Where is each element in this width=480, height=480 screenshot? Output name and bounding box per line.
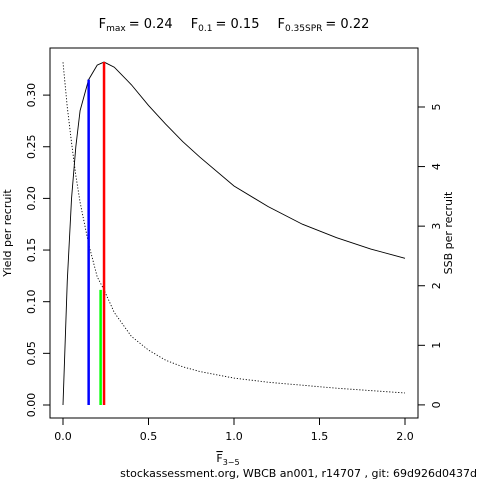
title-subscript: max xyxy=(106,24,126,34)
y2-tick-label: 4 xyxy=(430,163,443,170)
y-tick-label: 0.05 xyxy=(25,341,38,366)
series-line xyxy=(62,61,406,406)
y2-tick-label: 5 xyxy=(430,103,443,110)
y-axis-label: Yield per recruit xyxy=(1,189,14,278)
y-tick-label: 0.25 xyxy=(25,134,38,159)
x-axis-label-main: F xyxy=(216,452,222,465)
title-value: = 0.15 xyxy=(216,17,260,32)
x-tick-label: 0.0 xyxy=(54,430,72,443)
y-tick-label: 0.30 xyxy=(25,83,38,108)
x-tick-label: 2.0 xyxy=(396,430,414,443)
title-subscript: 0.1 xyxy=(198,24,212,34)
x-axis-label-subscript: 3−5 xyxy=(223,458,240,467)
title-value: = 0.22 xyxy=(325,17,369,32)
title-symbol: F xyxy=(277,17,284,32)
x-tick-label: 0.5 xyxy=(140,430,158,443)
y-tick-label: 0.10 xyxy=(25,289,38,314)
y-tick-label: 0.00 xyxy=(25,393,38,418)
y2-tick-label: 1 xyxy=(430,342,443,349)
title-subscript: 0.35SPR xyxy=(285,24,322,34)
title-value: = 0.24 xyxy=(129,17,173,32)
y2-tick-label: 2 xyxy=(430,282,443,289)
x-axis-label: F3−5 xyxy=(216,452,239,467)
y2-axis-label: SSB per recruit xyxy=(442,191,455,274)
series-line xyxy=(62,62,406,394)
x-tick-label: 1.5 xyxy=(311,430,329,443)
y-tick-label: 0.15 xyxy=(25,238,38,263)
chart-title: Fmax = 0.24 F0.1 = 0.15 F0.35SPR = 0.22 xyxy=(99,17,370,34)
y-tick-label: 0.20 xyxy=(25,186,38,211)
y2-tick-label: 3 xyxy=(430,223,443,230)
footnote: stockassessment.org, WBCB an001, r14707 … xyxy=(120,467,477,480)
x-tick-label: 1.0 xyxy=(225,430,243,443)
y2-tick-label: 0 xyxy=(430,401,443,408)
title-symbol: F xyxy=(191,17,198,32)
title-symbol: F xyxy=(99,17,106,32)
